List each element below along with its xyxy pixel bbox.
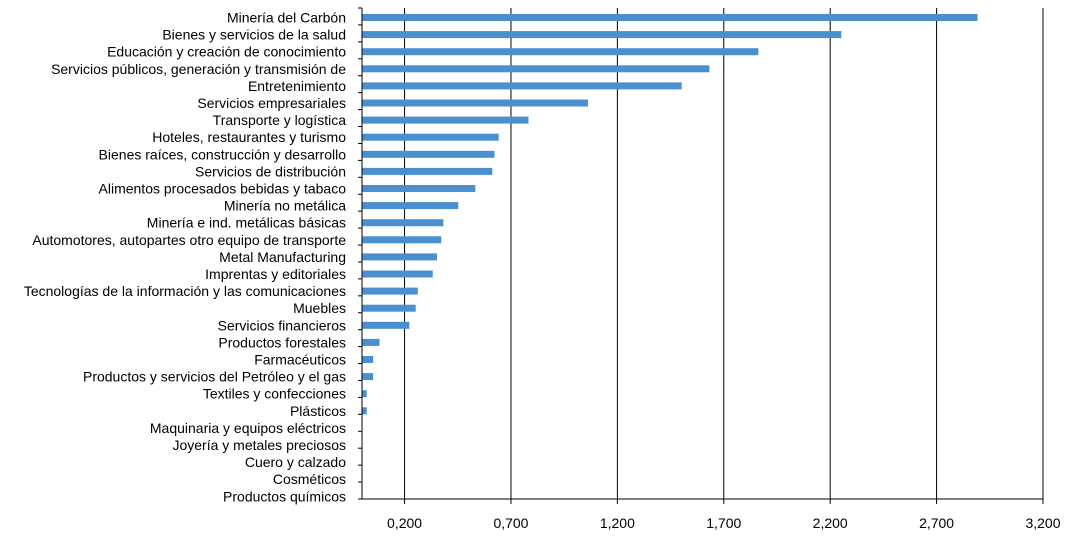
category-label: Joyería y metales preciosos <box>172 437 346 453</box>
category-label: Minería no metálica <box>224 198 346 214</box>
category-label: Cosméticos <box>273 471 346 487</box>
x-tick-label: 0,700 <box>493 515 528 531</box>
category-label: Automotores, autopartes otro equipo de t… <box>32 232 346 248</box>
x-tick-label: 2,700 <box>919 515 954 531</box>
category-label: Plásticos <box>290 403 346 419</box>
bar <box>362 65 710 73</box>
bar <box>362 390 367 398</box>
bar <box>362 373 374 381</box>
category-label: Tecnologías de la información y las comu… <box>24 283 346 299</box>
bar <box>362 167 493 175</box>
category-label: Metal Manufacturing <box>219 249 346 265</box>
category-label: Productos forestales <box>218 334 346 350</box>
axes <box>358 7 1044 504</box>
category-label: Servicios públicos, generación y transmi… <box>51 61 346 77</box>
x-tick-label: 3,200 <box>1025 515 1060 531</box>
bar <box>362 270 433 278</box>
bar <box>362 304 416 312</box>
category-label: Cuero y calzado <box>245 454 346 470</box>
category-label: Minería e ind. metálicas básicas <box>147 215 346 231</box>
bar <box>362 287 418 295</box>
bar <box>362 82 682 90</box>
category-label: Productos químicos <box>223 488 346 504</box>
gridlines <box>404 8 1044 499</box>
bar <box>362 99 589 107</box>
category-label: Educación y creación de conocimiento <box>107 44 346 60</box>
x-tick-labels: 0,200 0,700 1,200 1,700 2,200 2,700 3,200 <box>387 515 1061 531</box>
category-label: Minería del Carbón <box>227 10 346 26</box>
x-tick-label: 2,200 <box>813 515 848 531</box>
bar <box>362 31 842 39</box>
category-label: Entretenimiento <box>248 78 346 94</box>
category-label: Muebles <box>293 300 346 316</box>
bars <box>362 14 978 415</box>
category-label: Alimentos procesados bebidas y tabaco <box>99 181 347 197</box>
category-label: Servicios financieros <box>218 317 346 333</box>
bar <box>362 407 367 415</box>
category-label: Transporte y logística <box>213 112 347 128</box>
bar <box>362 185 476 192</box>
bar <box>362 14 978 21</box>
x-tick-label: 1,700 <box>706 515 741 531</box>
category-label: Bienes raíces, construcción y desarrollo <box>99 146 347 162</box>
bar <box>362 202 459 210</box>
bar <box>362 253 437 261</box>
category-label: Imprentas y editoriales <box>205 266 346 282</box>
category-label: Textiles y confecciones <box>203 386 346 402</box>
x-tick-label: 0,200 <box>387 515 422 531</box>
category-label: Bienes y servicios de la salud <box>162 27 346 43</box>
bar <box>362 338 380 346</box>
x-tick-label: 1,200 <box>600 515 635 531</box>
category-label: Servicios de distribución <box>195 163 346 179</box>
bar <box>362 133 499 141</box>
bar <box>362 219 444 227</box>
category-label: Maquinaria y equipos eléctricos <box>150 420 346 436</box>
bar <box>362 48 759 56</box>
bar <box>362 236 442 244</box>
bar <box>362 116 529 124</box>
category-label: Productos y servicios del Petróleo y el … <box>83 369 346 385</box>
category-label: Farmacéuticos <box>254 352 346 368</box>
category-label: Hoteles, restaurantes y turismo <box>152 129 346 145</box>
bar <box>362 321 410 329</box>
bar <box>362 150 495 158</box>
category-label: Servicios empresariales <box>197 95 346 111</box>
bar <box>362 356 374 363</box>
